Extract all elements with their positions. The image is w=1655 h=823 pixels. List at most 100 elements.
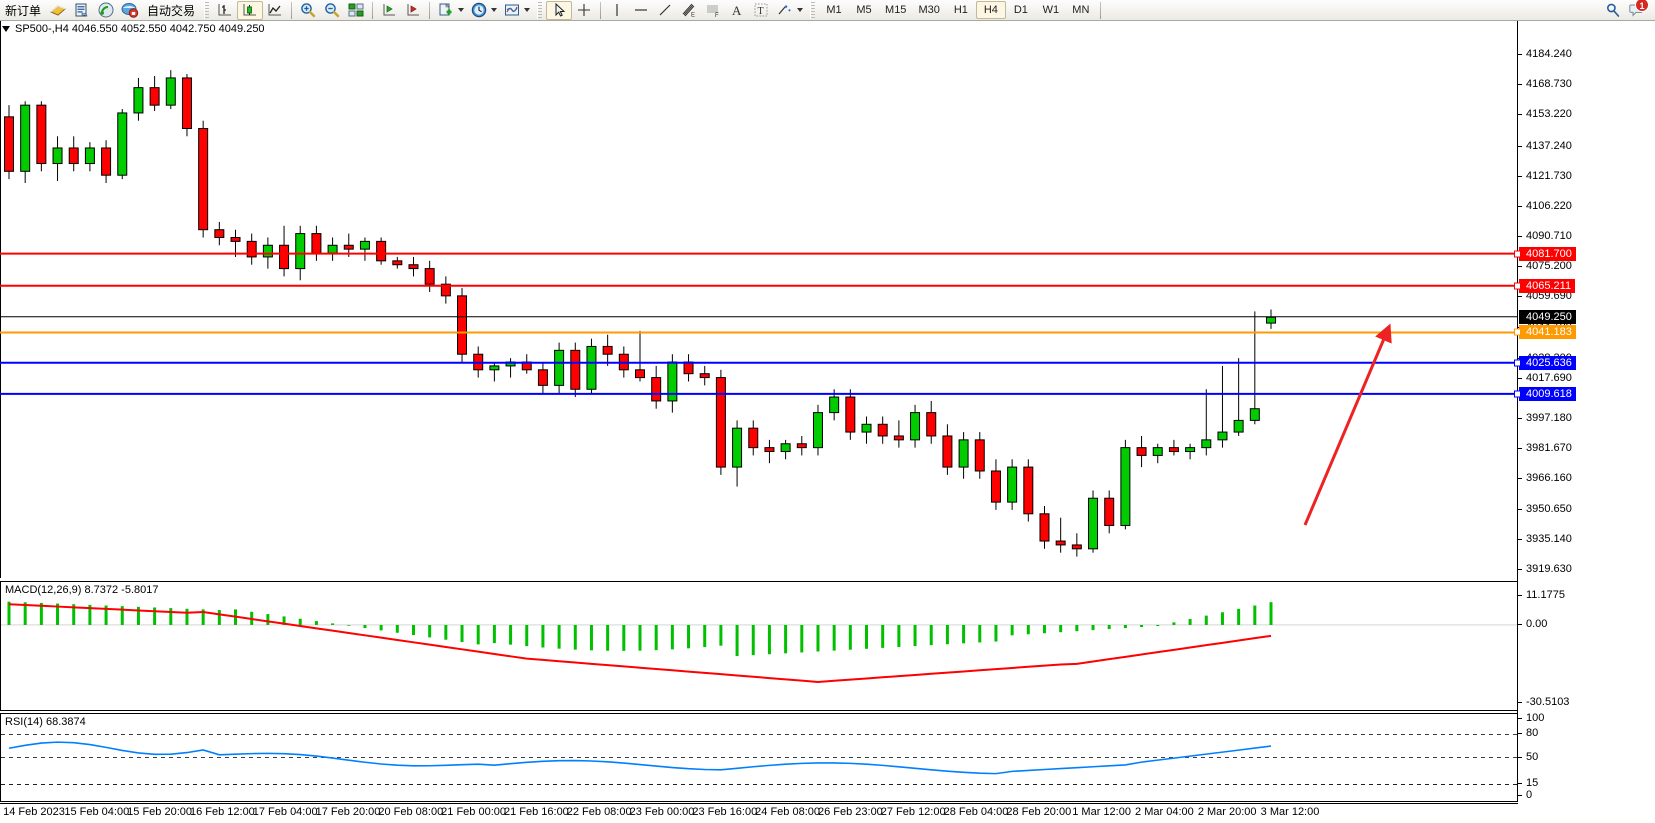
equidistant-channel-icon: E — [680, 1, 698, 19]
line-chart-button[interactable] — [263, 1, 287, 20]
zoom-out-button[interactable] — [320, 1, 344, 20]
period-chevron-down-icon[interactable] — [491, 8, 498, 12]
time-tick: 24 Feb 08:00 — [755, 806, 821, 818]
price-tick: 4184.240 — [1518, 48, 1572, 60]
macd-pane[interactable]: MACD(12,26,9) 8.7372 -5.8017 — [0, 581, 1518, 711]
objects-icon — [776, 1, 794, 19]
toolbar-separator-1 — [291, 1, 293, 19]
alerts-icon: 1 — [1628, 0, 1649, 19]
tile-windows-button[interactable] — [344, 1, 368, 20]
svg-text:T: T — [758, 6, 764, 17]
label-button[interactable]: T — [749, 1, 773, 20]
profile-icon-button[interactable] — [46, 1, 70, 20]
label-icon: T — [752, 1, 770, 19]
time-tick: 2 Mar 04:00 — [1135, 806, 1194, 818]
price-pane[interactable] — [0, 21, 1518, 578]
templates-chevron-down-icon[interactable] — [524, 8, 531, 12]
price-tick: 3966.160 — [1518, 472, 1572, 484]
time-tick: 3 Mar 12:00 — [1260, 806, 1320, 818]
price-level-support-1[interactable]: 4025.636 — [1514, 355, 1576, 370]
timeframe-m15[interactable]: M15 — [885, 4, 907, 16]
vline-icon — [608, 1, 626, 19]
templates-icon — [503, 1, 521, 19]
time-tick: 2 Mar 20:00 — [1197, 806, 1257, 818]
equidistant-channel-button[interactable]: E — [677, 1, 701, 20]
horizontal-line-button[interactable] — [629, 1, 653, 20]
rsi-pane[interactable]: RSI(14) 68.3874 — [0, 713, 1518, 802]
cursor-button[interactable] — [546, 0, 573, 20]
signals-icon — [97, 1, 115, 19]
toolbar-separator-2 — [372, 1, 374, 19]
toolbar-grip-2[interactable] — [537, 1, 543, 19]
price-tick: 4090.710 — [1518, 230, 1572, 242]
auto-trading-button[interactable]: 自动交易 — [142, 1, 200, 20]
time-tick: 15 Feb 04:00 — [64, 806, 130, 818]
time-tick: 17 Feb 04:00 — [252, 806, 318, 818]
search-button[interactable] — [1601, 1, 1625, 20]
candlestick-svg — [4, 70, 1276, 557]
rsi-tick: 100 — [1518, 712, 1544, 724]
price-tick: 4075.200 — [1518, 260, 1572, 272]
trendline-icon — [656, 1, 674, 19]
toolbar-separator-3 — [429, 1, 431, 19]
text-button[interactable]: A — [725, 1, 749, 20]
add-indicator-chevron-down-icon[interactable] — [458, 8, 465, 12]
price-tick: 3981.670 — [1518, 442, 1572, 454]
time-tick: 28 Feb 20:00 — [1006, 806, 1072, 818]
zoom-in-icon — [299, 1, 317, 19]
add-indicator-button[interactable] — [434, 1, 467, 20]
time-axis[interactable]: 14 Feb 2023 15 Feb 04:00 15 Feb 20:00 16 Fe… — [0, 803, 1518, 823]
shift-start-button[interactable] — [377, 1, 401, 20]
objects-chevron-down-icon[interactable] — [797, 8, 804, 12]
notification-badge: 1 — [1635, 0, 1649, 12]
timeframe-m30[interactable]: M30 — [918, 4, 940, 16]
toolbar-grip-3[interactable] — [810, 1, 816, 19]
price-level-current-price[interactable]: 4049.250 — [1519, 309, 1576, 324]
price-tick: 4153.220 — [1518, 108, 1572, 120]
timeframe-m1[interactable]: M1 — [826, 4, 842, 16]
shift-end-button[interactable] — [401, 1, 425, 20]
trendline-button[interactable] — [653, 1, 677, 20]
candlestick-icon — [241, 1, 259, 19]
price-level-pivot[interactable]: 4041.183 — [1514, 325, 1576, 340]
period-button[interactable] — [467, 1, 500, 20]
price-tick: 4121.730 — [1518, 170, 1572, 182]
objects-button[interactable] — [773, 1, 806, 20]
templates-button[interactable] — [500, 1, 533, 20]
timeframe-mn[interactable]: MN — [1072, 4, 1090, 16]
macd-tick: -30.5103 — [1518, 696, 1569, 708]
timeframe-h4[interactable]: H4 — [975, 1, 1006, 19]
price-level-resistance-1[interactable]: 4081.700 — [1514, 246, 1576, 261]
fibonacci-button[interactable]: F — [701, 1, 725, 20]
profile-icon — [49, 1, 67, 19]
alerts-button[interactable]: 1 — [1625, 0, 1649, 20]
new-order-button[interactable]: 新订单 — [0, 1, 46, 20]
price-level-resistance-2[interactable]: 4065.211 — [1514, 278, 1576, 293]
price-tick: 4106.220 — [1518, 200, 1572, 212]
rsi-label: RSI(14) 68.3874 — [5, 716, 86, 728]
vertical-line-button[interactable] — [605, 1, 629, 20]
chart-area[interactable]: SP500-,H4 4046.550 4052.550 4042.750 404… — [0, 21, 1655, 823]
shift-start-icon — [380, 1, 398, 19]
signals-icon-button[interactable] — [94, 1, 118, 20]
price-axis[interactable]: 4184.240 4168.730 4153.220 4137.240 4121.730… — [1514, 21, 1655, 802]
market-icon-button[interactable] — [118, 1, 142, 20]
timeframe-m5[interactable]: M5 — [856, 4, 872, 16]
main-toolbar: 新订单 — [0, 0, 1655, 21]
toolbar-grip-1[interactable] — [204, 1, 210, 19]
crosshair-button[interactable] — [572, 1, 596, 20]
timeframe-w1[interactable]: W1 — [1042, 4, 1060, 16]
toolbar-separator-5 — [1099, 1, 1101, 19]
price-tick: 3950.650 — [1518, 503, 1572, 515]
add-indicator-icon — [437, 1, 455, 19]
data-window-icon-button[interactable] — [70, 1, 94, 20]
bar-chart-button[interactable] — [213, 1, 237, 20]
price-tick: 4017.690 — [1518, 372, 1572, 384]
candlestick-chart-button[interactable] — [237, 0, 264, 20]
time-tick: 14 Feb 2023 — [3, 806, 65, 818]
zoom-in-button[interactable] — [296, 1, 320, 20]
timeframe-h1[interactable]: H1 — [953, 4, 968, 16]
timeframe-d1[interactable]: D1 — [1013, 4, 1028, 16]
price-level-support-2[interactable]: 4009.618 — [1514, 386, 1576, 401]
chart-menu-triangle-icon[interactable] — [2, 26, 10, 32]
